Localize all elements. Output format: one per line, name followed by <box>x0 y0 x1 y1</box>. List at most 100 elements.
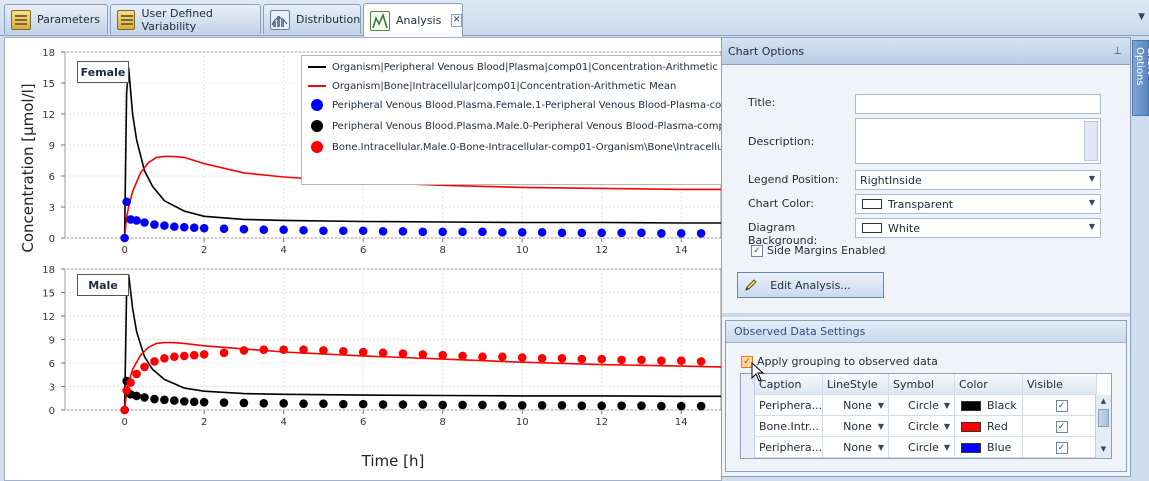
column-header-linestyle[interactable]: LineStyle <box>823 374 889 395</box>
table-row[interactable]: Bone.Intr... None ▼ Circle ▼ Red ✓ <box>741 416 1097 437</box>
symbol-cell[interactable]: Circle ▼ <box>889 416 955 437</box>
linestyle-cell[interactable]: None ▼ <box>823 437 889 458</box>
x-tick-label: 12 <box>595 245 608 256</box>
data-point <box>339 226 348 235</box>
legend-item[interactable]: Peripheral Venous Blood.Plasma.Female.1-… <box>306 96 722 114</box>
data-point <box>190 351 199 360</box>
tab-label: Parameters <box>37 13 100 26</box>
apply-grouping-row[interactable]: ✓ Apply grouping to observed data <box>741 355 938 368</box>
x-tick-label: 0 <box>121 417 127 428</box>
pin-icon[interactable]: ⊥ <box>1113 46 1122 57</box>
data-point <box>518 401 527 410</box>
legend-label: Peripheral Venous Blood.Plasma.Male.0-Pe… <box>332 121 722 132</box>
data-point <box>279 345 288 354</box>
row-selector[interactable] <box>741 416 755 437</box>
panel-splitter[interactable] <box>722 313 1130 317</box>
x-tick-label: 6 <box>360 417 366 428</box>
description-row: Description: <box>748 135 856 148</box>
description-textarea[interactable] <box>855 118 1101 164</box>
symbol-cell[interactable]: Circle ▼ <box>889 437 955 458</box>
visible-checkbox[interactable]: ✓ <box>1056 400 1068 412</box>
data-point <box>379 400 388 409</box>
row-selector[interactable] <box>741 395 755 416</box>
column-header-visible[interactable]: Visible <box>1023 374 1097 395</box>
title-row: Title: <box>748 96 856 109</box>
legend-item[interactable]: Organism|Peripheral Venous Blood|Plasma|… <box>306 58 722 76</box>
y-tick-label: 9 <box>49 336 55 347</box>
legend-position-select[interactable]: RightInside ▼ <box>855 170 1101 190</box>
analysis-chart[interactable]: 0 2 4 6 8 10 12 14 0 3 6 9 12 15 18 0 2 4 6 8 10 12 14 0 3 6 9 12 15… <box>4 37 722 481</box>
document-tab-strip: Parameters User Defined Variability Dist… <box>0 0 1149 36</box>
data-point <box>438 228 447 237</box>
row-selector[interactable] <box>741 437 755 458</box>
scroll-down-icon[interactable]: ▼ <box>1098 445 1109 455</box>
data-point <box>677 402 686 411</box>
chart-legend[interactable]: Organism|Peripheral Venous Blood|Plasma|… <box>301 55 722 185</box>
data-point <box>538 354 547 363</box>
title-input[interactable] <box>855 94 1101 114</box>
legend-line-swatch <box>306 58 328 76</box>
y-tick-label: 0 <box>49 234 55 245</box>
data-point <box>438 351 447 360</box>
side-margins-checkbox[interactable]: ✓ <box>751 245 763 257</box>
observed-data-grid[interactable]: Caption LineStyle Symbol Color Visible P… <box>740 373 1112 459</box>
legend-item[interactable]: Organism|Bone|Intracellular|comp01|Conce… <box>306 77 676 95</box>
legend-dot-swatch <box>306 117 328 135</box>
scroll-thumb[interactable] <box>1098 409 1109 427</box>
edit-analysis-button[interactable]: Edit Analysis... <box>737 272 884 298</box>
side-margins-label: Side Margins Enabled <box>767 244 886 257</box>
chevron-down-icon: ▼ <box>878 401 884 410</box>
tab-list-dropdown-icon[interactable]: ▼ <box>1138 12 1145 22</box>
x-tick-label: 2 <box>201 417 207 428</box>
tab-distribution[interactable]: Distribution <box>263 4 361 34</box>
column-header-color[interactable]: Color <box>955 374 1023 395</box>
legend-item[interactable]: Peripheral Venous Blood.Plasma.Male.0-Pe… <box>306 117 722 135</box>
table-icon <box>11 10 31 30</box>
tab-analysis[interactable]: Analysis ✕ <box>363 3 463 37</box>
data-point <box>299 345 308 354</box>
column-header-caption[interactable]: Caption <box>755 374 823 395</box>
visible-checkbox[interactable]: ✓ <box>1056 442 1068 454</box>
chart-color-select[interactable]: Transparent ▼ <box>855 194 1101 214</box>
color-cell[interactable]: Black <box>955 395 1023 416</box>
data-point <box>359 226 368 235</box>
table-row[interactable]: Periphera... None ▼ Circle ▼ Black ✓ <box>741 395 1097 416</box>
symbol-cell[interactable]: Circle ▼ <box>889 395 955 416</box>
data-point <box>319 399 328 408</box>
tab-parameters[interactable]: Parameters <box>4 4 108 34</box>
data-point <box>170 352 179 361</box>
linestyle-cell[interactable]: None ▼ <box>823 395 889 416</box>
side-margins-row[interactable]: ✓ Side Margins Enabled <box>751 244 886 257</box>
linestyle-cell[interactable]: None ▼ <box>823 416 889 437</box>
color-cell[interactable]: Blue <box>955 437 1023 458</box>
visible-cell[interactable]: ✓ <box>1023 395 1097 416</box>
visible-cell[interactable]: ✓ <box>1023 416 1097 437</box>
legend-item[interactable]: Bone.Intracellular.Male.0-Bone-Intracell… <box>306 138 722 156</box>
chart-options-side-tab[interactable]: Chart Options <box>1132 40 1149 116</box>
color-cell[interactable]: Red <box>955 416 1023 437</box>
grid-scrollbar[interactable]: ▲ ▼ <box>1095 395 1111 459</box>
title-label: Title: <box>748 96 856 109</box>
legend-position-label: Legend Position: <box>748 173 856 186</box>
data-point <box>240 346 249 355</box>
y-tick-label: 3 <box>49 203 55 214</box>
data-point <box>458 228 467 237</box>
close-tab-icon[interactable]: ✕ <box>451 14 462 27</box>
diagram-background-select[interactable]: White ▼ <box>855 218 1101 238</box>
observed-data-header: Observed Data Settings <box>726 321 1126 343</box>
visible-cell[interactable]: ✓ <box>1023 437 1097 458</box>
description-scrollbar[interactable] <box>1084 121 1098 161</box>
color-swatch <box>862 199 882 209</box>
observed-data-title: Observed Data Settings <box>734 325 865 338</box>
scroll-up-icon[interactable]: ▲ <box>1098 397 1109 407</box>
column-header-symbol[interactable]: Symbol <box>889 374 955 395</box>
caption-cell[interactable]: Bone.Intr... <box>755 416 823 437</box>
tab-user-defined-variability[interactable]: User Defined Variability <box>110 4 261 34</box>
data-point <box>498 228 507 237</box>
data-point <box>419 350 428 359</box>
visible-checkbox[interactable]: ✓ <box>1056 421 1068 433</box>
caption-cell[interactable]: Periphera... <box>755 395 823 416</box>
caption-cell[interactable]: Periphera... <box>755 437 823 458</box>
y-tick-label: 3 <box>49 383 55 394</box>
table-row[interactable]: Periphera... None ▼ Circle ▼ Blue ✓ <box>741 437 1097 458</box>
